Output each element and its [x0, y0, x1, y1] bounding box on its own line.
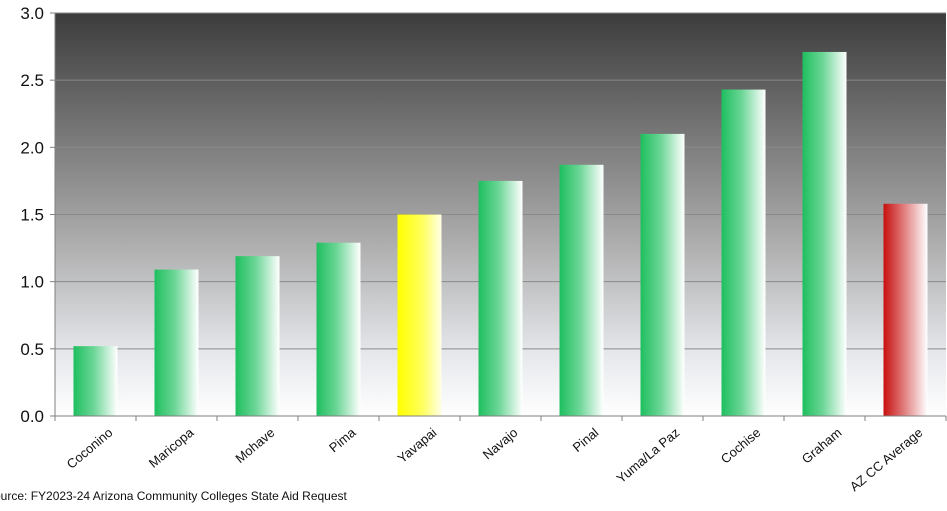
y-tick-label: 3.0 [20, 4, 44, 23]
x-axis-category-labels: Coconino Maricopa Mohave Pima Yavapai Navajo P… [64, 424, 926, 494]
bar-maricopa [154, 269, 199, 416]
y-tick-label: 2.5 [20, 71, 44, 90]
y-tick-label: 2.0 [20, 138, 44, 157]
x-tick-label: Pima [326, 424, 359, 455]
bars [73, 51, 928, 416]
bar-navajo [478, 180, 523, 416]
bar-yuma-la-paz [640, 133, 685, 416]
x-tick-label: Maricopa [146, 424, 197, 470]
bar-cochise [721, 89, 766, 416]
bar-coconino [73, 346, 118, 416]
y-tick-label: 0.0 [20, 407, 44, 426]
y-tick-label: 1.0 [20, 273, 44, 292]
x-tick-label: Pinal [570, 425, 602, 455]
bar-pima [316, 242, 361, 416]
x-tick-label: Mohave [232, 425, 277, 466]
bar-graham [802, 51, 847, 416]
x-tick-label: Graham [799, 425, 845, 467]
bar-mohave [235, 256, 280, 416]
bar-az-cc-average [883, 203, 928, 416]
x-tick-label: AZ CC Average [847, 425, 926, 494]
y-tick-label: 0.5 [20, 340, 44, 359]
x-tick-label: Yavapai [395, 425, 440, 466]
y-tick-label: 1.5 [20, 206, 44, 225]
x-tick-label: Coconino [64, 425, 116, 472]
x-tick-label: Cochise [718, 425, 764, 467]
x-tick-label: Navajo [480, 425, 521, 463]
y-axis-tick-labels: 0.0 0.5 1.0 1.5 2.0 2.5 3.0 [20, 4, 44, 426]
x-tick-label: Yuma/La Paz [614, 425, 683, 486]
bar-pinal [559, 164, 604, 416]
bar-yavapai [397, 214, 442, 416]
axes [50, 12, 947, 421]
source-note: Source: FY2023-24 Arizona Community Coll… [0, 489, 347, 503]
